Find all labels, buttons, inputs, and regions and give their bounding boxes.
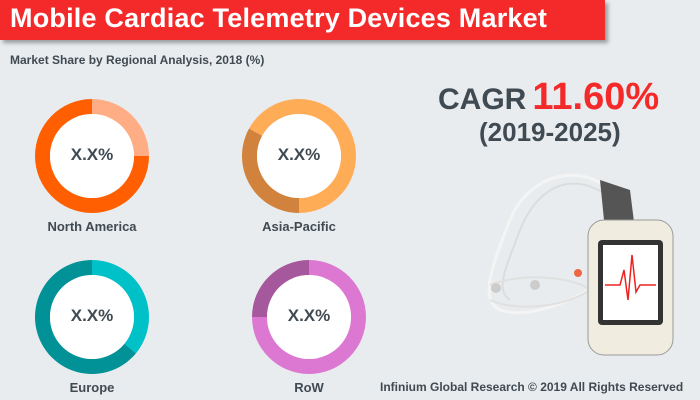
donut-asia-pacific xyxy=(242,99,356,213)
donut-slice xyxy=(249,99,299,136)
donut-north-america xyxy=(35,99,149,213)
cagr: CAGR 11.60% xyxy=(438,76,659,119)
donut-hole xyxy=(50,275,134,359)
donut-slice xyxy=(92,260,149,354)
region-label: RoW xyxy=(294,380,324,395)
donut-hole xyxy=(267,275,351,359)
donut-value: X.X% xyxy=(277,145,321,164)
donut-slice xyxy=(252,260,309,317)
cagr-years: (2019-2025) xyxy=(479,117,621,147)
donut-hole xyxy=(50,114,134,198)
telemetry-device-image xyxy=(487,173,674,356)
donut-value: X.X% xyxy=(287,306,331,325)
donut-slice xyxy=(299,99,356,213)
donut-europe xyxy=(35,260,149,374)
donut-slice xyxy=(92,99,149,156)
donut-slice xyxy=(242,128,299,213)
region-label: Europe xyxy=(69,380,115,395)
cagr-label: CAGR xyxy=(438,83,527,116)
cagr-value: 11.60% xyxy=(532,76,660,118)
region-label: North America xyxy=(47,219,137,234)
page-title: Mobile Cardiac Telemetry Devices Market xyxy=(10,3,548,33)
region-label: Asia-Pacific xyxy=(262,219,336,234)
donut-hole xyxy=(257,114,341,198)
copyright-footer: Infinium Global Research © 2019 All Righ… xyxy=(380,380,684,394)
donut-slice xyxy=(35,260,136,374)
chart-subtitle: Market Share by Regional Analysis, 2018 … xyxy=(10,53,265,67)
title-banner: Mobile Cardiac Telemetry Devices Market xyxy=(0,0,605,40)
donut-value: X.X% xyxy=(70,306,114,325)
donut-row xyxy=(252,260,366,374)
donut-value: X.X% xyxy=(70,145,114,164)
